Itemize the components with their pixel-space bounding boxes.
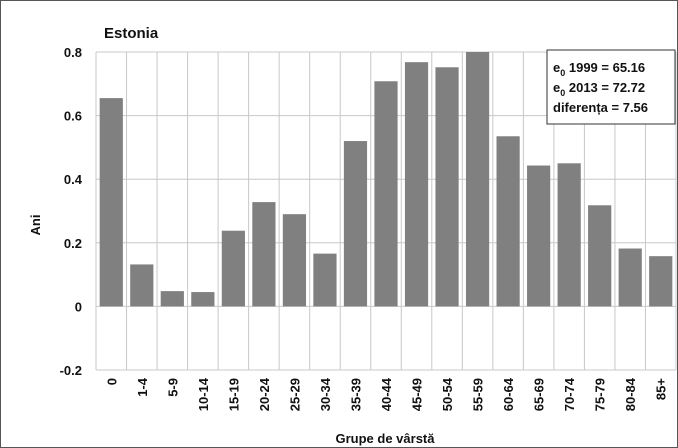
bar-1-4 (130, 264, 154, 307)
x-tick-label: 55-59 (471, 378, 486, 411)
bar-35-39 (343, 141, 368, 307)
bar-70-74 (557, 163, 581, 307)
bar-50-54 (435, 67, 459, 307)
bar-5-9 (160, 291, 184, 307)
bar-75-79 (588, 205, 612, 307)
bars-group (99, 52, 673, 307)
y-tick-label: 0 (75, 299, 82, 314)
bar-0 (99, 98, 123, 307)
bar-60-64 (496, 136, 520, 307)
x-tick-label: 0 (104, 378, 119, 385)
bar-45-49 (404, 62, 429, 307)
bar-10-14 (191, 292, 215, 307)
x-tick-label: 5-9 (165, 378, 180, 397)
x-tick-label: 25-29 (287, 378, 302, 411)
y-tick-label: -0.2 (60, 363, 82, 378)
x-tick-label: 85+ (654, 378, 669, 400)
bar-20-24 (252, 202, 276, 307)
x-tick-label: 35-39 (348, 378, 363, 411)
x-tick-label: 45-49 (410, 378, 425, 411)
x-tick-label: 80-84 (623, 377, 638, 411)
x-tick-label: 1-4 (135, 377, 150, 397)
bar-40-44 (374, 81, 398, 307)
x-tick-label: 50-54 (440, 377, 455, 411)
bar-30-34 (313, 253, 337, 307)
bar-25-29 (282, 214, 307, 307)
x-tick-label: 40-44 (379, 377, 394, 411)
x-axis-label: Grupe de vârstă (336, 431, 436, 446)
annotation-line: e0 1999 = 65.16 (553, 60, 645, 78)
x-tick-label: 10-14 (196, 377, 211, 411)
y-axis-label: Ani (28, 215, 43, 236)
annotation-border (546, 49, 676, 125)
bar-15-19 (221, 230, 245, 307)
annotation-line: diferența = 7.56 (553, 100, 648, 115)
x-tick-label: 60-64 (501, 377, 516, 411)
bar-85+ (649, 256, 673, 307)
bar-55-59 (465, 52, 490, 307)
x-tick-labels: 0 1-4 5-9 10-14 15-19 20-24 25-29 30-34 35-39 40-… (104, 377, 668, 411)
y-tick-label: 0.6 (64, 109, 82, 124)
x-tick-label: 65-69 (532, 378, 547, 411)
x-tick-label: 20-24 (257, 377, 272, 411)
annotation-box: e0 1999 = 65.16 e0 2013 = 72.72 diferența … (546, 49, 676, 125)
bar-65-69 (527, 165, 551, 307)
y-tick-label: 0.4 (64, 172, 83, 187)
x-tick-label: 30-34 (318, 377, 333, 411)
x-tick-label: 15-19 (226, 378, 241, 411)
y-tick-label: 0.2 (64, 236, 82, 251)
y-tick-label: 0.8 (64, 45, 82, 60)
x-tick-label: 70-74 (562, 377, 577, 411)
y-tick-labels: -0.2 0 0.2 0.4 0.6 0.8 (60, 45, 83, 378)
chart-title: Estonia (104, 25, 159, 42)
annotation-line: e0 2013 = 72.72 (553, 80, 645, 98)
x-tick-label: 75-79 (593, 378, 608, 411)
bar-80-84 (618, 248, 642, 307)
